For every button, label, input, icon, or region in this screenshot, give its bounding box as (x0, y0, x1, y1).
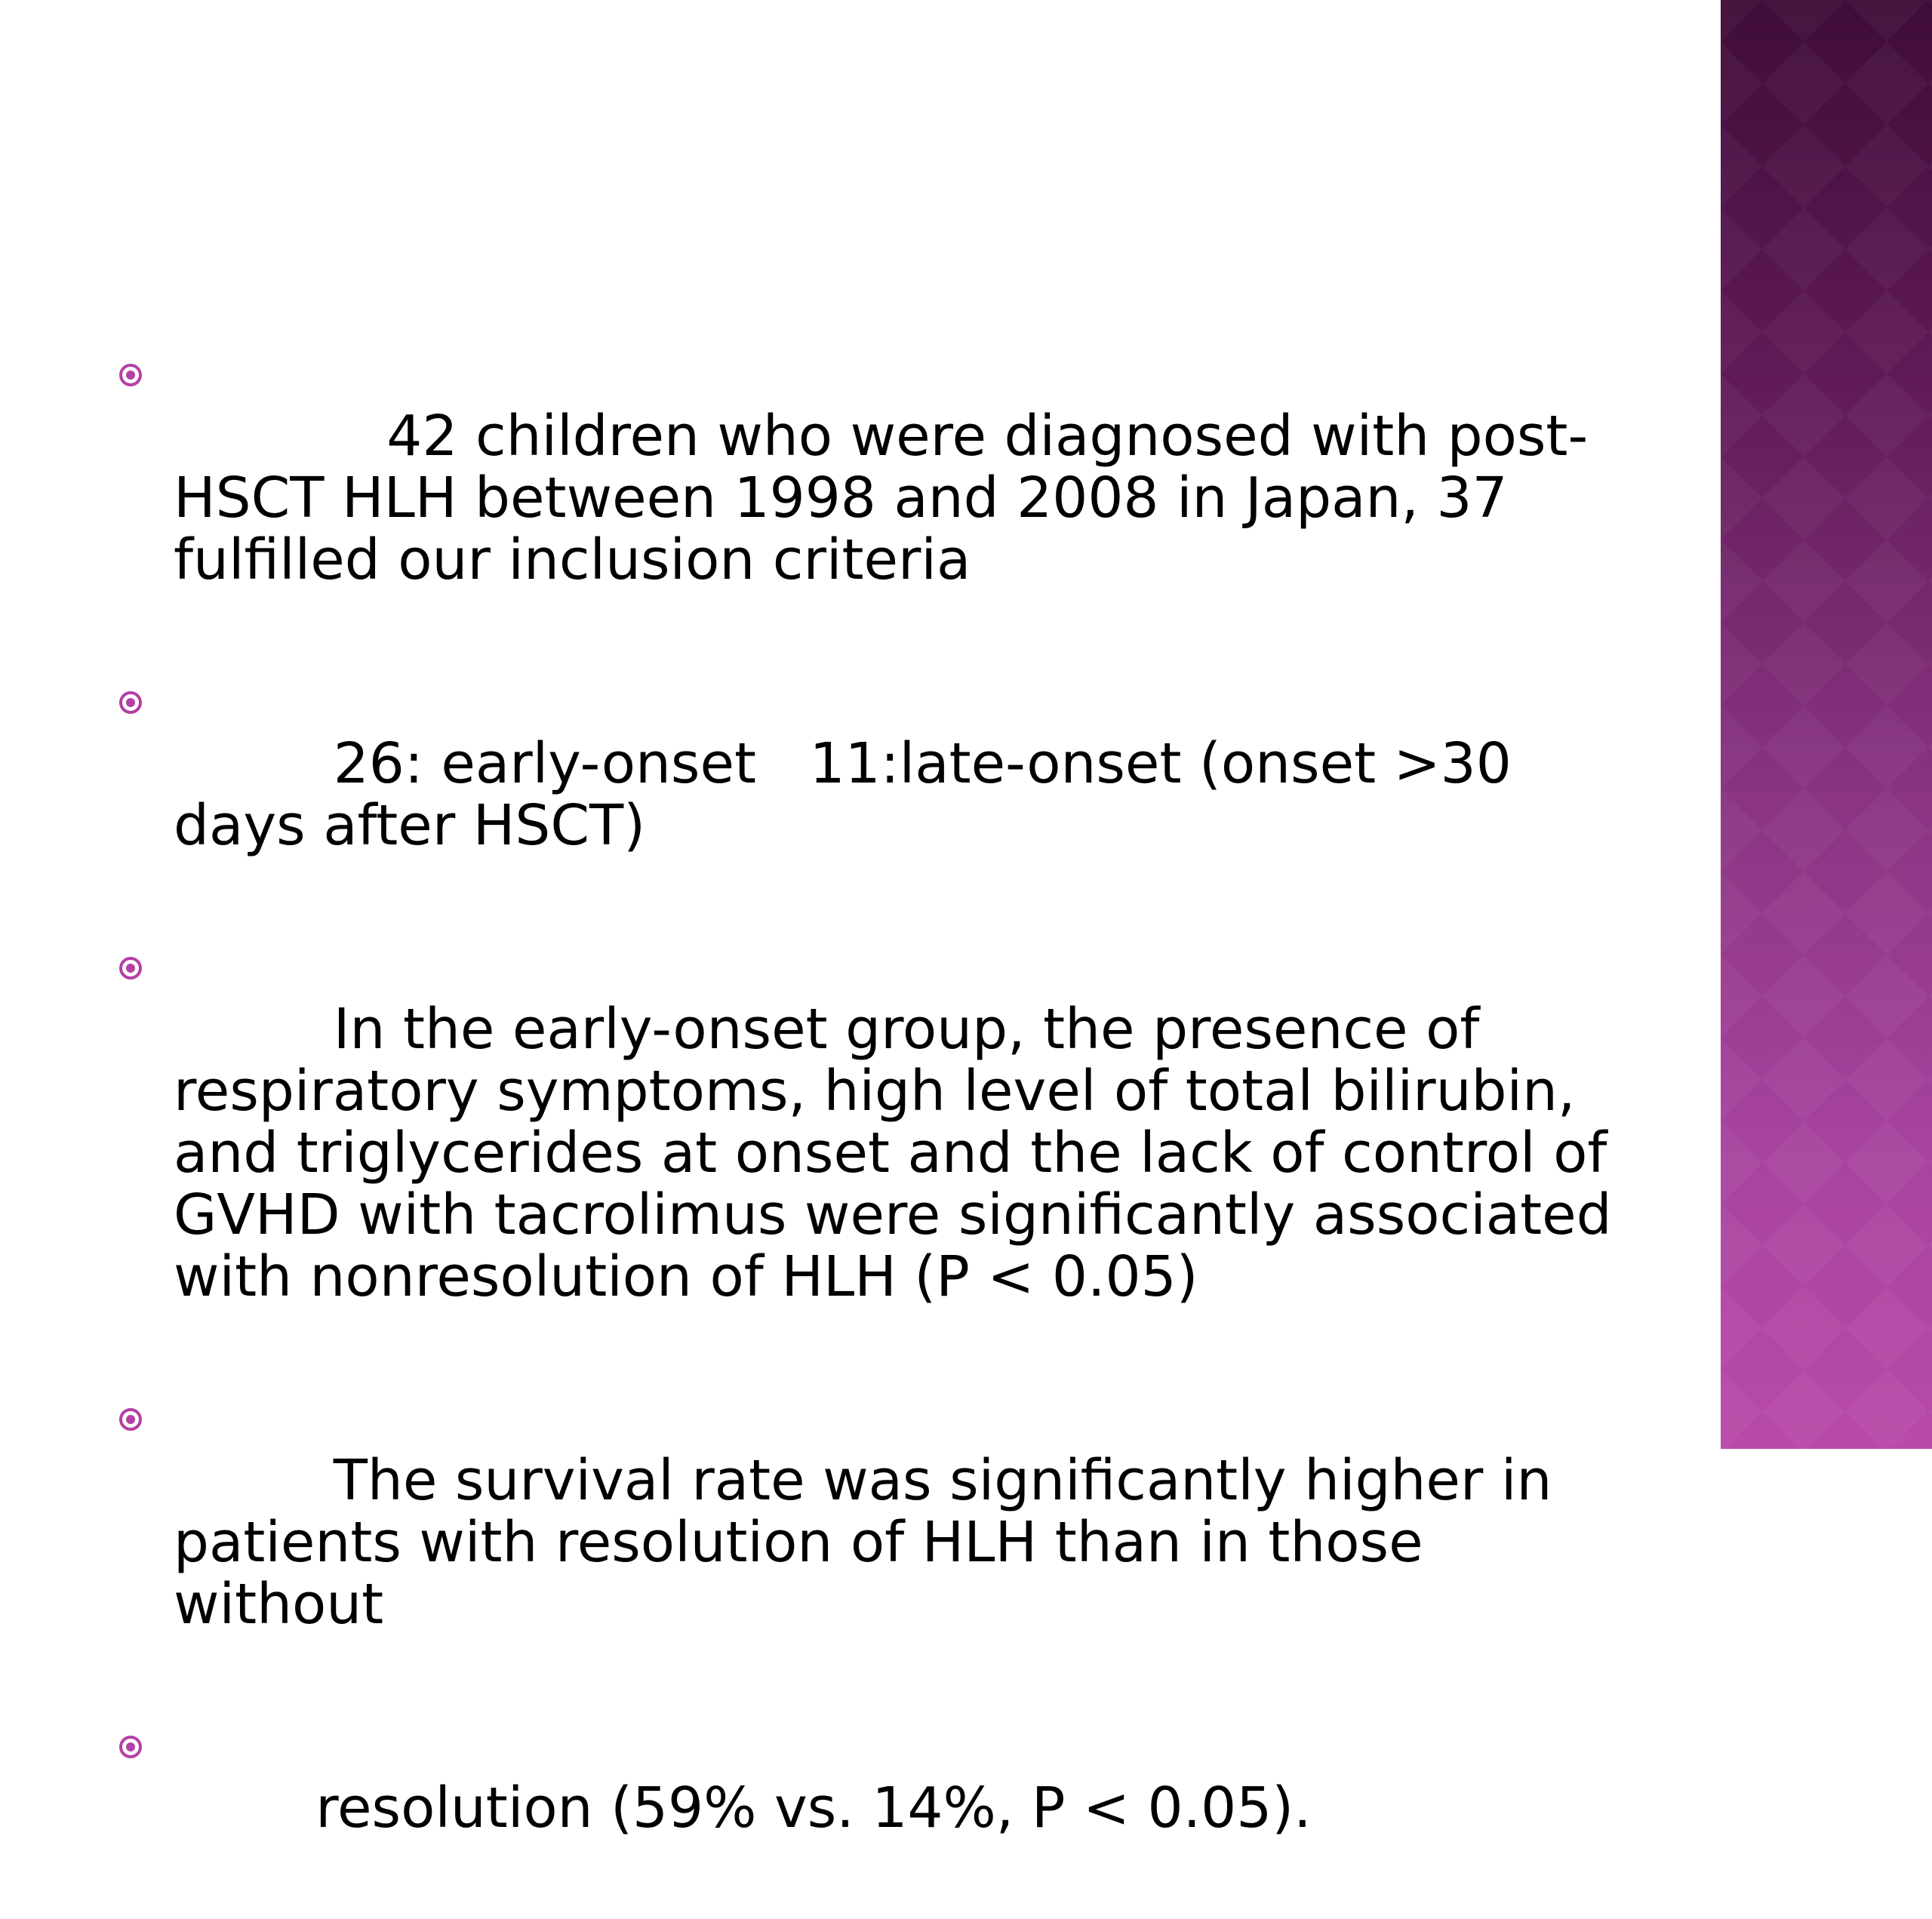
bullet-item: In the early-onset group, the presence o… (113, 936, 1623, 1370)
bullet-item: 26: early-onset 11:late-onset (onset >30… (113, 671, 1623, 918)
bullet-text: 42 children who were diagnosed with post… (174, 404, 1589, 592)
radio-bullet-icon (119, 1408, 142, 1431)
bullet-text: resolution (59% vs. 14%, P < 0.05). (315, 1776, 1312, 1841)
decorative-side-band (1721, 0, 1932, 1449)
bullet-item: The survival rate was significantly high… (113, 1388, 1623, 1697)
radio-bullet-icon (119, 364, 142, 386)
radio-bullet-icon (119, 691, 142, 714)
bullet-list: 42 children who were diagnosed with post… (113, 343, 1623, 1901)
bullet-text: In the early-onset group, the presence o… (174, 997, 1630, 1309)
bullet-item: resolution (59% vs. 14%, P < 0.05). (113, 1715, 1623, 1901)
slide-body: 42 children who were diagnosed with post… (113, 343, 1623, 1919)
bullet-text: The survival rate was significantly high… (174, 1448, 1570, 1637)
bullet-item: 42 children who were diagnosed with post… (113, 343, 1623, 653)
bullet-text: 26: early-onset 11:late-onset (onset >30… (174, 731, 1530, 858)
radio-bullet-icon (119, 1736, 142, 1758)
slide: 42 children who were diagnosed with post… (119, 0, 1932, 1839)
radio-bullet-icon (119, 957, 142, 979)
diamond-pattern (1721, 0, 1932, 1449)
